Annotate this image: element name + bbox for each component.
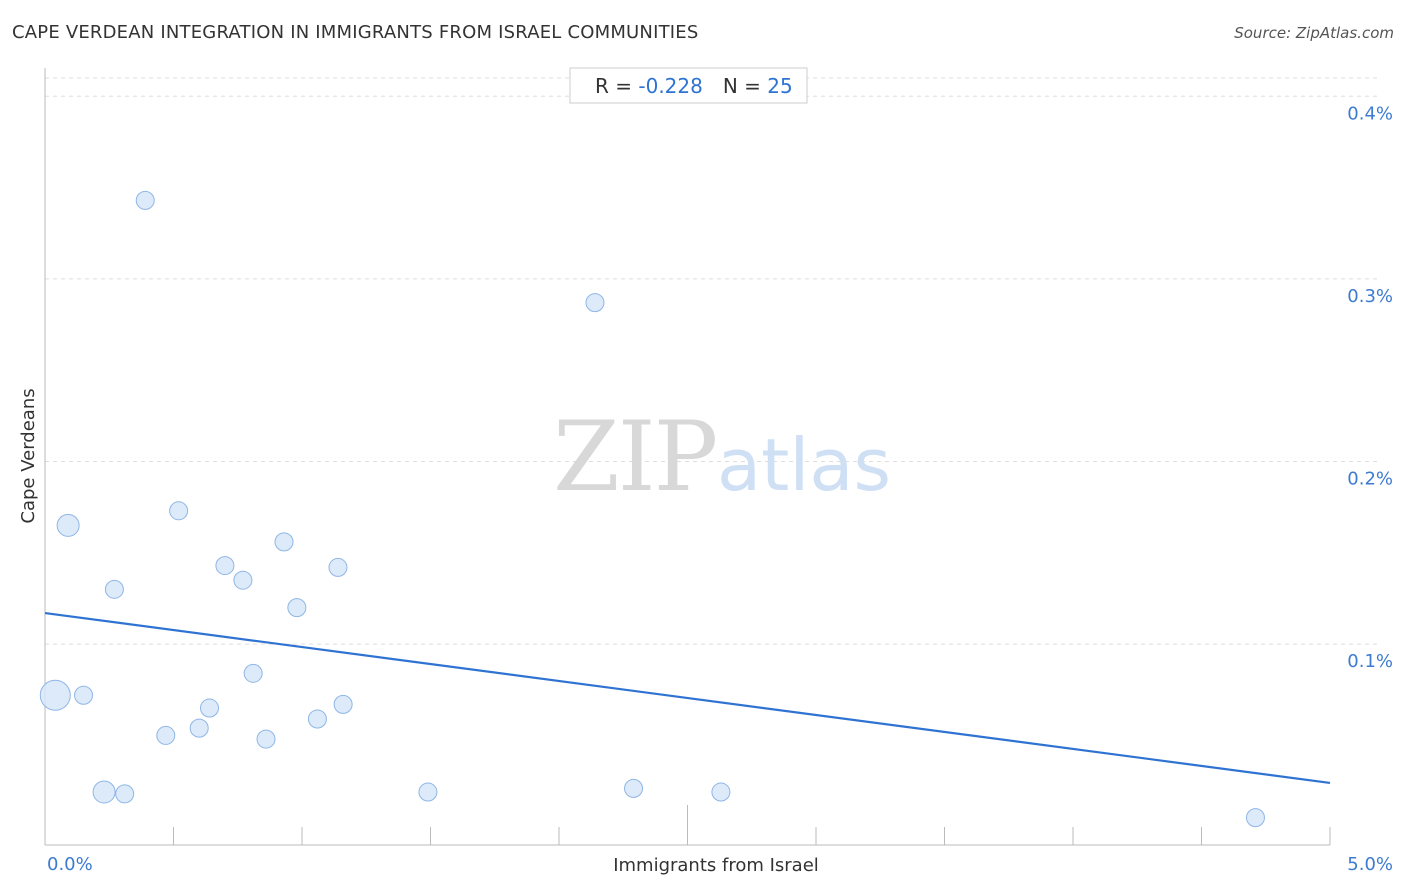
grid-layer bbox=[45, 77, 1380, 645]
x-tick-label-2: 5.0% bbox=[1347, 854, 1393, 875]
watermark-zip: ZIP bbox=[553, 401, 716, 513]
data-point-18 bbox=[307, 709, 327, 729]
data-point-4 bbox=[92, 780, 116, 804]
data-point-5 bbox=[104, 579, 124, 599]
data-point-1 bbox=[39, 679, 71, 711]
y-tick-label-4: 0.4% bbox=[1347, 103, 1393, 124]
tick-labels: 0.1% 0.2% 0.3% 0.4% 0.0% 5.0% bbox=[47, 103, 1393, 875]
data-point-11 bbox=[199, 698, 219, 718]
data-points bbox=[39, 190, 1265, 828]
data-point-14 bbox=[243, 663, 263, 683]
data-point-13 bbox=[233, 570, 253, 590]
data-point-12 bbox=[215, 556, 235, 576]
n-value: 25 bbox=[767, 74, 792, 98]
data-point-20 bbox=[333, 694, 353, 714]
data-point-22 bbox=[585, 293, 605, 313]
trend-line bbox=[44, 611, 1331, 785]
source-credit: Source: ZipAtlas.com bbox=[1234, 24, 1394, 42]
trend-layer bbox=[44, 611, 1331, 785]
data-point-17 bbox=[287, 598, 307, 618]
data-point-8 bbox=[156, 725, 176, 745]
y-axis-title: Cape Verdeans bbox=[18, 388, 39, 523]
data-point-24 bbox=[711, 782, 731, 802]
data-point-6 bbox=[115, 784, 135, 804]
data-point-21 bbox=[418, 782, 438, 802]
x-tick-label-1: 0.0% bbox=[47, 854, 93, 875]
data-point-9 bbox=[169, 501, 189, 521]
data-point-25 bbox=[1245, 808, 1265, 828]
r-value: -0.228 bbox=[638, 74, 702, 98]
data-point-15 bbox=[256, 729, 276, 749]
r-label: R = bbox=[595, 74, 638, 98]
data-point-16 bbox=[274, 532, 294, 552]
n-label: N = bbox=[723, 74, 767, 98]
data-point-19 bbox=[328, 557, 348, 577]
y-tick-label-1: 0.1% bbox=[1347, 651, 1393, 672]
chart-title: CAPE VERDEAN INTEGRATION IN IMMIGRANTS F… bbox=[12, 22, 699, 43]
axes-layer bbox=[44, 68, 1331, 846]
data-point-7 bbox=[135, 190, 155, 210]
data-point-23 bbox=[624, 778, 644, 798]
data-point-3 bbox=[74, 685, 94, 705]
zipatlas-watermark: ZIP atlas bbox=[553, 401, 891, 513]
stats-box-frame bbox=[569, 67, 808, 104]
x-axis-title: Immigrants from Israel bbox=[613, 855, 819, 876]
y-tick-label-2: 0.2% bbox=[1347, 469, 1393, 490]
stats-text: R = -0.228 N = 25 bbox=[595, 74, 793, 98]
y-tick-label-3: 0.3% bbox=[1347, 286, 1393, 307]
correlation-stats-box: R = -0.228 N = 25 bbox=[569, 67, 808, 104]
watermark-atlas: atlas bbox=[717, 423, 891, 507]
data-point-10 bbox=[189, 718, 209, 738]
data-point-2 bbox=[56, 513, 80, 537]
